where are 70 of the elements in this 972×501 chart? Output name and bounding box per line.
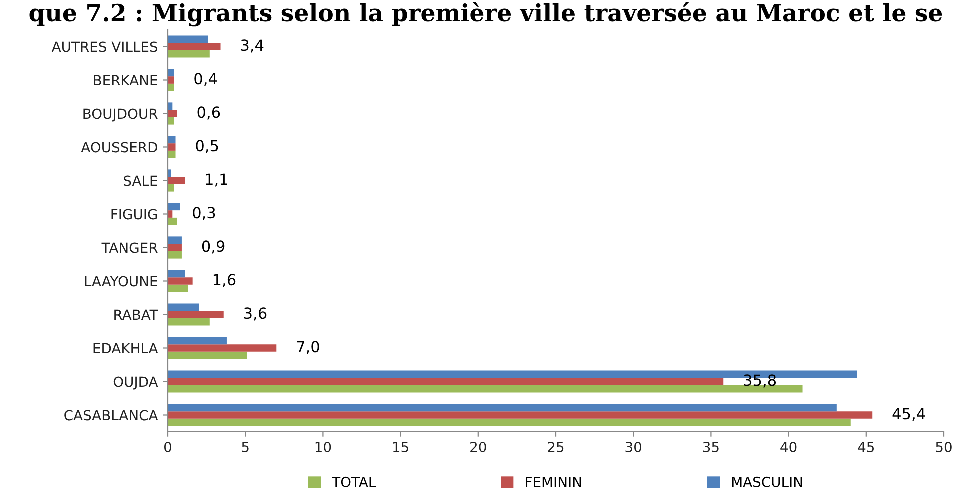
y-tick-label: AUTRES VILLES (52, 42, 158, 52)
bar (168, 284, 188, 292)
data-label: 0,3 (193, 207, 216, 220)
bar (168, 244, 182, 252)
bar (168, 184, 174, 192)
bar (168, 50, 210, 58)
y-tick-label: BERKANE (94, 75, 158, 86)
x-tick-label: 30 (626, 442, 642, 452)
bar (168, 43, 221, 50)
x-tick-label: 10 (316, 442, 332, 452)
bar (168, 251, 182, 259)
y-tick-label: CASABLANCA (64, 410, 158, 421)
x-tick-label: 0 (164, 442, 172, 452)
x-tick-label: 40 (780, 442, 797, 452)
bar (168, 378, 724, 386)
data-label: 1,6 (214, 274, 236, 288)
data-label: 3,6 (244, 308, 267, 321)
y-tick-label: RABAT (114, 310, 158, 320)
bar (168, 337, 227, 345)
data-label: 35,8 (744, 374, 776, 388)
x-tick-label: 5 (242, 442, 249, 452)
y-tick-label: OUJDA (114, 376, 158, 390)
y-tick-label: EDAKHLA (94, 343, 158, 354)
bar (168, 236, 182, 244)
bar (168, 136, 176, 144)
legend-label: MASCULIN (732, 476, 802, 488)
bar (168, 218, 178, 226)
legend-label: FEMININ (526, 477, 582, 488)
data-label: 0,6 (198, 106, 220, 120)
bar (168, 69, 174, 77)
bar (168, 404, 837, 412)
bar (168, 304, 200, 312)
bar (168, 418, 851, 426)
bar (168, 311, 224, 318)
bar (168, 344, 277, 352)
bar (168, 84, 174, 92)
data-label: 45,4 (892, 408, 926, 422)
data-label: 0,5 (196, 140, 218, 154)
chart-title: que 7.2 : Migrants selon la première ville traversée au Maroc et le se (30, 2, 942, 27)
x-tick-label: 15 (393, 442, 408, 452)
y-tick-label: BOUJDOUR (84, 108, 158, 122)
data-label: 3,4 (241, 40, 264, 53)
data-label: 1,1 (206, 174, 228, 187)
bar (168, 110, 178, 118)
bar (168, 270, 186, 278)
data-label: 0,4 (194, 73, 218, 86)
bar (168, 318, 210, 326)
y-tick-label: TANGER (102, 242, 158, 254)
bar (168, 76, 174, 84)
x-tick-label: 25 (548, 442, 564, 452)
bar (168, 150, 176, 158)
bar (168, 352, 248, 360)
x-tick-label: 20 (470, 442, 486, 452)
x-tick-label: 50 (936, 442, 952, 452)
bar (168, 278, 193, 285)
data-label: 7,0 (297, 341, 320, 354)
bar (168, 117, 174, 125)
bar (168, 177, 186, 184)
y-tick-label: SALE (124, 176, 158, 186)
y-tick-label: LAAYOUNE (85, 276, 158, 287)
bar (168, 36, 208, 44)
x-tick-label: 35 (703, 442, 719, 452)
bar (168, 144, 176, 151)
x-tick-label: 45 (858, 442, 874, 452)
bar (168, 203, 180, 211)
legend-label: TOTAL (332, 476, 376, 488)
data-label: 0,9 (202, 240, 225, 254)
bar (168, 412, 873, 419)
y-tick-label: FIGUIG (112, 209, 158, 220)
y-tick-label: AOUSSERD (81, 142, 158, 153)
